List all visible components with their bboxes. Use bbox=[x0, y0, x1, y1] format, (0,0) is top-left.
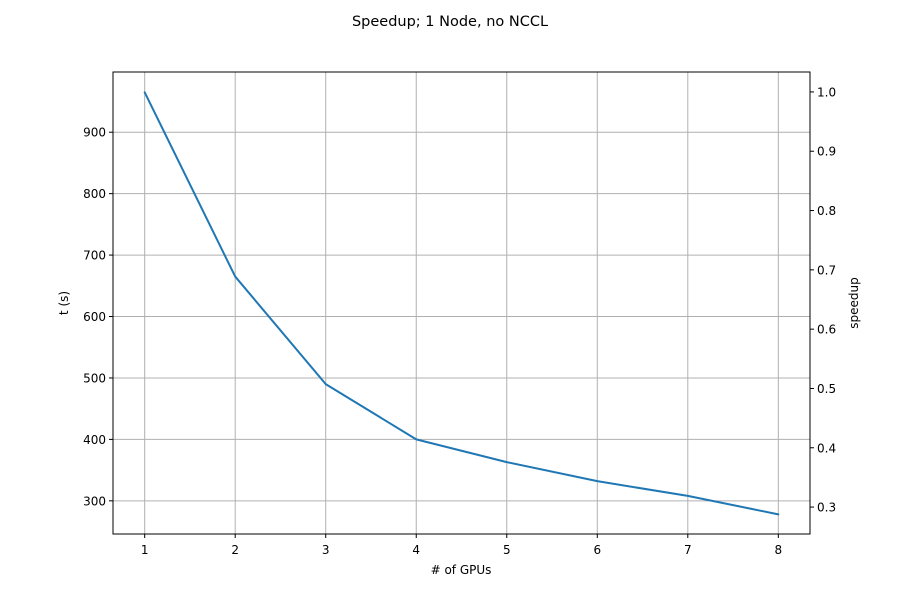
series-layer bbox=[143, 91, 780, 516]
y-tick-label-right: 1.0 bbox=[817, 85, 836, 99]
plot-frame bbox=[112, 71, 811, 535]
grid bbox=[113, 72, 810, 534]
y-tick-label-left: 600 bbox=[83, 310, 106, 324]
x-tick-label: 3 bbox=[322, 543, 330, 557]
x-tick-label: 1 bbox=[141, 543, 149, 557]
y-tick-label-right: 0.9 bbox=[817, 145, 836, 159]
y-tick-label-left: 400 bbox=[83, 433, 106, 447]
y-tick-label-left: 500 bbox=[83, 371, 106, 385]
y-tick-label-left: 700 bbox=[83, 249, 106, 263]
x-tick-label: 8 bbox=[774, 543, 782, 557]
y-tick-label-right: 0.5 bbox=[817, 382, 836, 396]
y-tick-label-right: 0.7 bbox=[817, 263, 836, 277]
y-tick-label-left: 900 bbox=[83, 126, 106, 140]
y-tick-label-left: 800 bbox=[83, 187, 106, 201]
y-axis-label-right: speedup bbox=[847, 277, 861, 328]
y-tick-label-right: 0.4 bbox=[817, 441, 836, 455]
x-tick-label: 6 bbox=[593, 543, 601, 557]
x-axis: 1 2 3 4 5 6 7 8 bbox=[141, 534, 782, 557]
x-tick-label: 5 bbox=[503, 543, 511, 557]
x-tick-label: 4 bbox=[412, 543, 420, 557]
x-axis-label: # of GPUs bbox=[431, 563, 492, 577]
y-tick-label-right: 0.8 bbox=[817, 204, 836, 218]
x-tick-label: 2 bbox=[231, 543, 239, 557]
y-tick-label-right: 0.3 bbox=[817, 501, 836, 515]
y-axis-label-left: t (s) bbox=[57, 291, 71, 315]
x-tick-label: 7 bbox=[684, 543, 692, 557]
y-axis-right: 0.3 0.4 0.5 0.6 0.7 0.8 0.9 1.0 bbox=[810, 85, 836, 515]
chart-title: Speedup; 1 Node, no NCCL bbox=[352, 14, 548, 30]
y-tick-label-right: 0.6 bbox=[817, 323, 836, 337]
y-tick-label-left: 300 bbox=[83, 494, 106, 508]
series-line bbox=[143, 91, 780, 516]
y-axis-left: 300 400 500 600 700 800 900 bbox=[83, 126, 113, 508]
